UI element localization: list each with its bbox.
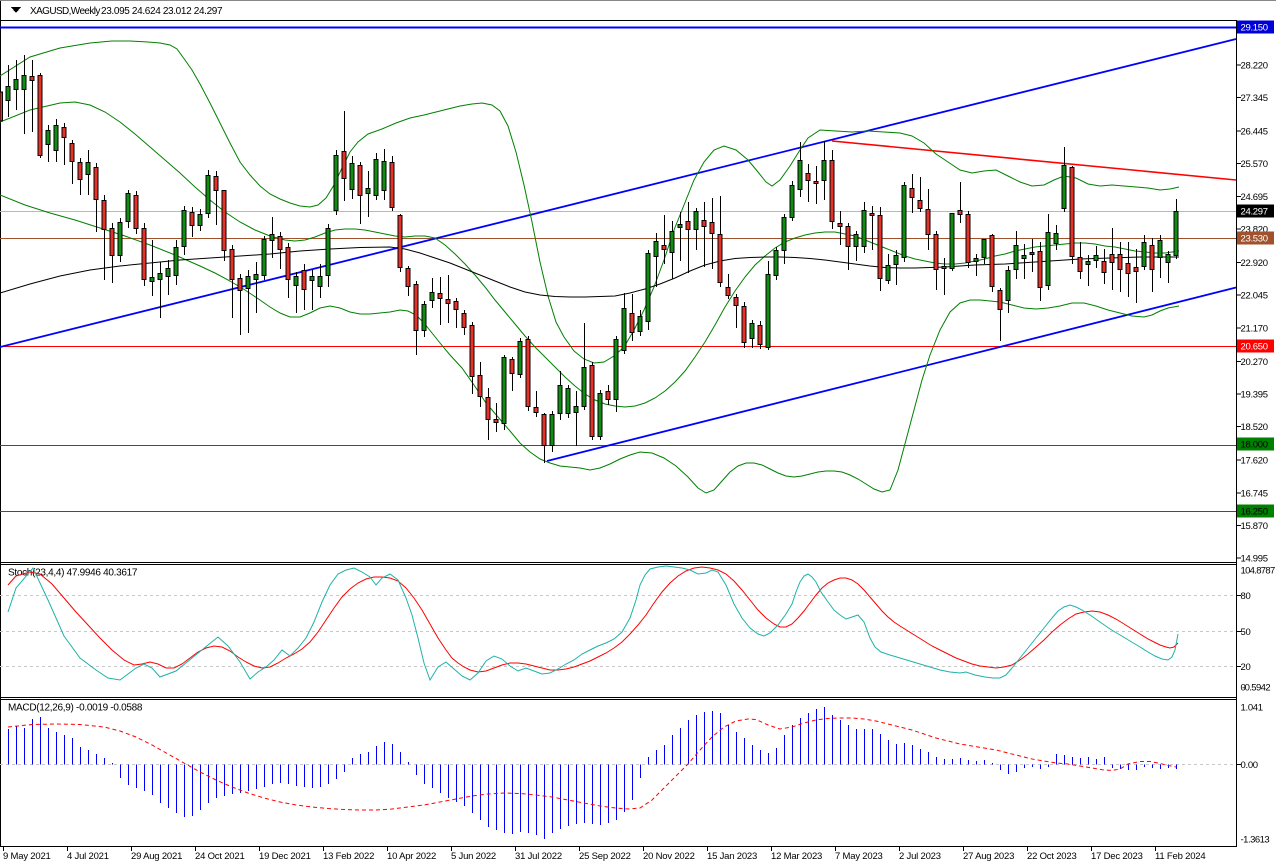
svg-text:12 Mar 2023: 12 Mar 2023 <box>771 851 822 862</box>
svg-text:24.695: 24.695 <box>1241 192 1268 203</box>
svg-text:4 Jul 2021: 4 Jul 2021 <box>67 851 109 862</box>
svg-text:50: 50 <box>1241 627 1251 638</box>
svg-text:0: 0 <box>1241 683 1246 694</box>
svg-text:18.520: 18.520 <box>1241 422 1268 433</box>
svg-text:15.870: 15.870 <box>1241 521 1268 532</box>
svg-text:28.220: 28.220 <box>1241 60 1268 71</box>
svg-text:1.041: 1.041 <box>1241 703 1263 714</box>
svg-text:24.297: 24.297 <box>1241 207 1268 218</box>
svg-text:15 Jan 2023: 15 Jan 2023 <box>707 851 757 862</box>
svg-text:31 Jul 2022: 31 Jul 2022 <box>515 851 562 862</box>
svg-text:23.820: 23.820 <box>1241 224 1268 235</box>
svg-text:16.250: 16.250 <box>1241 507 1268 518</box>
svg-text:11 Feb 2024: 11 Feb 2024 <box>1155 851 1205 862</box>
svg-text:22.045: 22.045 <box>1241 291 1268 302</box>
svg-text:5 Jun 2022: 5 Jun 2022 <box>451 851 496 862</box>
svg-text:17.620: 17.620 <box>1241 456 1268 467</box>
svg-text:17 Dec 2023: 17 Dec 2023 <box>1091 851 1143 862</box>
svg-text:23.530: 23.530 <box>1241 234 1268 245</box>
svg-text:10 Apr 2022: 10 Apr 2022 <box>387 851 436 862</box>
svg-text:2 Jul 2023: 2 Jul 2023 <box>899 851 941 862</box>
svg-text:80: 80 <box>1241 591 1251 602</box>
svg-text:20.650: 20.650 <box>1241 342 1268 353</box>
svg-text:Stoch(23,4,4) 47.9946 40.3617: Stoch(23,4,4) 47.9946 40.3617 <box>8 568 138 579</box>
svg-text:23.095 24.624 23.012 24.297: 23.095 24.624 23.012 24.297 <box>101 6 223 17</box>
svg-text:7 May 2023: 7 May 2023 <box>835 851 883 862</box>
svg-text:13 Feb 2022: 13 Feb 2022 <box>323 851 374 862</box>
svg-text:-1.3613: -1.3613 <box>1241 835 1270 846</box>
svg-text:25.570: 25.570 <box>1241 159 1268 170</box>
svg-text:27 Aug 2023: 27 Aug 2023 <box>963 851 1014 862</box>
svg-text:19 Dec 2021: 19 Dec 2021 <box>259 851 311 862</box>
svg-text:21.170: 21.170 <box>1241 323 1268 334</box>
svg-text:22 Oct 2023: 22 Oct 2023 <box>1027 851 1077 862</box>
svg-text:18.000: 18.000 <box>1241 440 1268 451</box>
svg-text:20: 20 <box>1241 662 1251 673</box>
svg-text:29.150: 29.150 <box>1241 23 1268 34</box>
svg-text:XAGUSD,Weekly: XAGUSD,Weekly <box>30 6 100 17</box>
svg-text:MACD(12,26,9) -0.0019 -0.0588: MACD(12,26,9) -0.0019 -0.0588 <box>8 703 143 714</box>
svg-text:-0.5942: -0.5942 <box>1242 683 1270 694</box>
svg-text:27.345: 27.345 <box>1241 93 1268 104</box>
svg-text:22.920: 22.920 <box>1241 258 1268 269</box>
svg-text:20 Nov 2022: 20 Nov 2022 <box>643 851 695 862</box>
svg-text:24 Oct 2021: 24 Oct 2021 <box>195 851 245 862</box>
svg-text:20.270: 20.270 <box>1241 357 1268 368</box>
svg-text:104.8787: 104.8787 <box>1241 566 1275 577</box>
svg-text:19.395: 19.395 <box>1241 390 1268 401</box>
svg-text:16.745: 16.745 <box>1241 488 1268 499</box>
svg-text:26.445: 26.445 <box>1241 127 1268 138</box>
svg-text:29 Aug 2021: 29 Aug 2021 <box>131 851 182 862</box>
svg-text:25 Sep 2022: 25 Sep 2022 <box>579 851 631 862</box>
svg-text:0.00: 0.00 <box>1241 760 1258 771</box>
svg-text:14.995: 14.995 <box>1241 554 1268 565</box>
svg-text:9 May 2021: 9 May 2021 <box>3 851 51 862</box>
